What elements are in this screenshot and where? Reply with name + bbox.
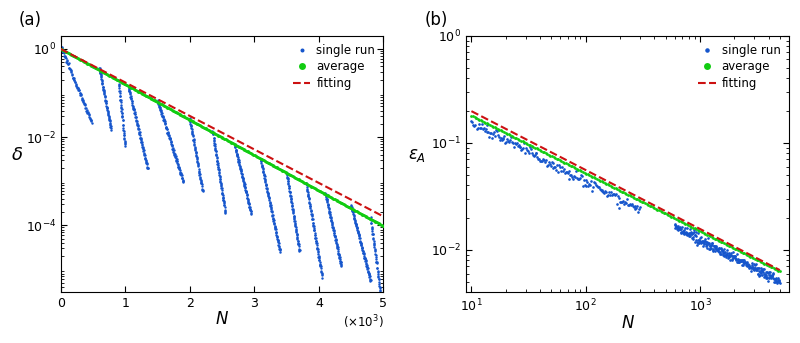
Line: average: average [470,114,782,273]
single run [635,205,645,209]
Text: (a): (a) [18,11,42,29]
average [466,114,476,118]
average [749,256,758,260]
single run [245,205,254,209]
single run [471,116,481,120]
fitting [549,151,558,155]
average [486,123,495,127]
fitting [57,47,66,51]
average [378,224,388,228]
average [479,120,489,124]
fitting [466,109,476,113]
average [94,68,104,72]
single run [268,217,278,222]
single run [57,45,66,49]
Text: $(\times10^3)$: $(\times10^3)$ [342,313,383,331]
fitting [749,255,758,259]
single run [378,311,388,315]
single run [634,210,643,214]
single run [487,136,497,140]
average [290,176,300,180]
fitting [378,214,388,218]
fitting [479,116,489,120]
average [549,155,558,159]
average [259,158,269,163]
single run [61,55,70,59]
Legend: single run, average, fitting: single run, average, fitting [290,42,378,92]
single run [466,119,476,123]
fitting [759,260,769,264]
X-axis label: $N$: $N$ [621,314,634,332]
Y-axis label: $\delta$: $\delta$ [11,146,23,164]
fitting [349,199,358,203]
Legend: single run, average, fitting: single run, average, fitting [696,42,783,92]
average [161,105,170,109]
average [759,261,769,265]
single run [307,213,317,217]
Line: fitting: fitting [61,49,383,216]
fitting [56,47,66,51]
Line: average: average [59,48,385,227]
single run [502,137,512,141]
average [184,117,194,121]
single run [219,203,229,207]
average [524,143,534,147]
Text: (b): (b) [424,11,448,29]
Line: single run: single run [470,117,642,213]
fitting [248,146,258,151]
fitting [775,268,785,272]
average [775,269,785,273]
single run [618,200,627,204]
X-axis label: $N$: $N$ [215,310,229,328]
single run [470,124,479,128]
Line: fitting: fitting [471,111,780,270]
single run [630,208,640,212]
single run [532,151,542,155]
single run [178,176,187,180]
single run [56,45,66,49]
fitting [328,188,338,192]
fitting [254,150,263,154]
fitting [247,146,257,150]
fitting [524,139,534,143]
fitting [486,119,495,123]
average [56,47,66,51]
Y-axis label: $\epsilon_A$: $\epsilon_A$ [408,146,426,164]
Line: single run: single run [60,46,385,315]
average [289,175,298,179]
single run [378,311,388,316]
